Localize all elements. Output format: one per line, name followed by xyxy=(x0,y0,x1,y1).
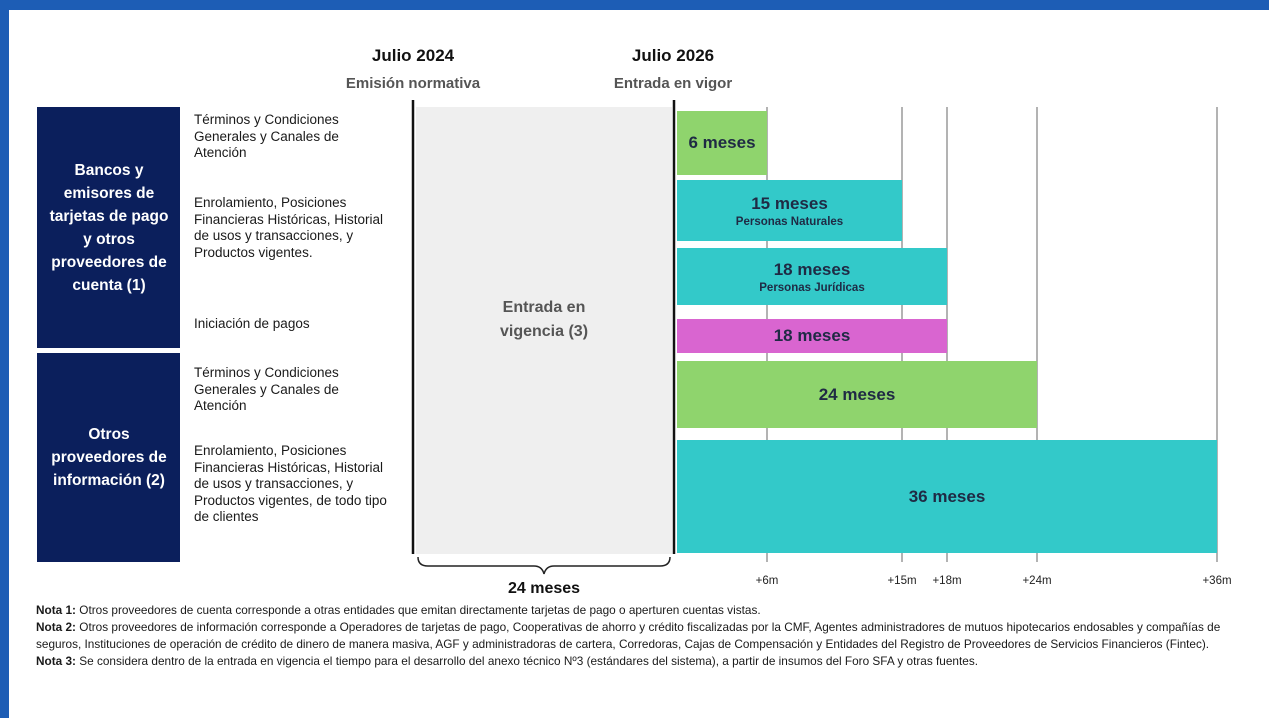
bar xyxy=(677,361,1037,428)
phase-region xyxy=(416,107,672,554)
bar-label: 15 meses xyxy=(751,193,828,213)
bar-label-box: 18 meses Personas Jurídicas xyxy=(677,248,947,305)
x-tick-label: +6m xyxy=(755,575,779,587)
bar-label: 36 meses xyxy=(908,486,986,506)
bar xyxy=(677,319,947,353)
bar-label: 24 meses xyxy=(818,384,896,404)
x-tick-label: +18m xyxy=(932,575,962,587)
row-description: Términos y Condiciones Generales y Canal… xyxy=(194,365,339,413)
notes: Nota 1: Otros proveedores de cuenta corr… xyxy=(36,602,1261,670)
group-box xyxy=(37,353,180,562)
milestone-date: Julio 2024 xyxy=(371,46,455,65)
group-name: Bancos y emisores de tarjetas de pago y … xyxy=(49,161,169,294)
x-tick-label: +36m xyxy=(1202,575,1232,587)
note-label: Nota 3: xyxy=(36,654,76,668)
bar xyxy=(677,180,902,241)
note: Nota 1: Otros proveedores de cuenta corr… xyxy=(36,602,1261,619)
bar-label-box: 18 meses xyxy=(677,319,947,353)
phase-duration: 24 meses xyxy=(507,580,581,597)
note-text: Se considera dentro de la entrada en vig… xyxy=(75,654,979,668)
row-description: Enrolamiento, Posiciones Financieras His… xyxy=(194,443,387,524)
bar-label: 18 meses xyxy=(773,259,851,279)
milestone-label: Entrada en vigor xyxy=(613,75,733,92)
group-box xyxy=(37,107,180,348)
milestone-date: Julio 2026 xyxy=(631,46,715,65)
row-description: Términos y Condiciones Generales y Canal… xyxy=(194,112,339,160)
bar-label-box: 15 meses Personas Naturales xyxy=(677,180,902,241)
x-tick-label: +15m xyxy=(887,575,917,587)
x-tick-label: +24m xyxy=(1022,575,1052,587)
bar-label-box: 24 meses xyxy=(677,361,1037,428)
bar-sublabel: Personas Jurídicas xyxy=(759,281,865,294)
bar-label: 18 meses xyxy=(773,326,851,345)
note: Nota 3: Se considera dentro de la entrad… xyxy=(36,653,1261,670)
bar-sublabel: Personas Naturales xyxy=(735,215,844,228)
row-description: Iniciación de pagos xyxy=(194,316,310,331)
bar xyxy=(677,440,1217,553)
milestone-label: Emisión normativa xyxy=(345,75,481,92)
note-text: Otros proveedores de cuenta corresponde … xyxy=(75,603,761,617)
note-text: Otros proveedores de información corresp… xyxy=(36,620,1221,651)
bar xyxy=(677,111,767,175)
phase-label: Entrada en vigencia (3) xyxy=(499,299,589,340)
bar xyxy=(677,248,947,305)
note: Nota 2: Otros proveedores de información… xyxy=(36,619,1261,653)
bar-label: 6 meses xyxy=(688,133,756,152)
phase-brace xyxy=(417,556,671,575)
bar-label-box: 36 meses xyxy=(677,440,1217,553)
note-label: Nota 1: xyxy=(36,603,76,617)
bar-label-box: 6 meses xyxy=(677,111,767,175)
group-name: Otros proveedores de información (2) xyxy=(51,426,167,489)
note-label: Nota 2: xyxy=(36,620,76,634)
row-description: Enrolamiento, Posiciones Financieras His… xyxy=(194,195,384,260)
